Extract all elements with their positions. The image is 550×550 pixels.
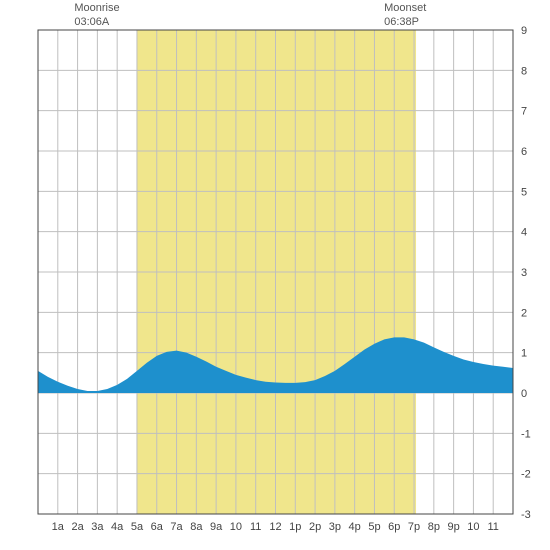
y-tick-label: 5: [521, 186, 527, 198]
y-tick-label: 2: [521, 307, 527, 319]
x-tick-label: 1a: [52, 521, 65, 533]
y-tick-label: 4: [521, 227, 527, 239]
x-tick-label: 1p: [289, 521, 301, 533]
moonset-annotation: Moonset 06:38P: [384, 2, 426, 30]
x-tick-label: 11: [487, 521, 498, 533]
x-tick-label: 10: [230, 521, 242, 533]
moonrise-annotation: Moonrise 03:06A: [74, 2, 119, 30]
x-tick-label: 7p: [408, 521, 420, 533]
y-tick-label: -1: [521, 428, 531, 440]
x-tick-label: 12: [269, 521, 281, 533]
moonrise-label: Moonrise: [74, 2, 119, 14]
x-tick-label: 6a: [151, 521, 164, 533]
moonset-time: 06:38P: [384, 16, 426, 30]
x-tick-label: 2p: [309, 521, 321, 533]
y-tick-label: 7: [521, 106, 527, 118]
x-tick-label: 9a: [210, 521, 223, 533]
x-tick-label: 4p: [349, 521, 361, 533]
x-tick-label: 9p: [448, 521, 460, 533]
x-tick-label: 10: [467, 521, 479, 533]
x-tick-label: 6p: [388, 521, 400, 533]
x-tick-label: 4a: [111, 521, 124, 533]
x-tick-label: 2a: [71, 521, 84, 533]
y-tick-label: -2: [521, 469, 531, 481]
x-tick-label: 8p: [428, 521, 440, 533]
x-tick-label: 7a: [170, 521, 183, 533]
x-tick-label: 3p: [329, 521, 341, 533]
moonrise-time: 03:06A: [74, 16, 119, 30]
y-tick-label: 0: [521, 388, 527, 400]
chart-svg: -3-2-101234567891a2a3a4a5a6a7a8a9a101112…: [0, 0, 550, 550]
tide-chart: Moonrise 03:06A Moonset 06:38P -3-2-1012…: [0, 0, 550, 550]
x-tick-label: 3a: [91, 521, 104, 533]
x-tick-label: 8a: [190, 521, 203, 533]
y-tick-label: 8: [521, 65, 527, 77]
x-tick-label: 5p: [368, 521, 380, 533]
y-tick-label: 1: [521, 348, 527, 360]
x-tick-label: 11: [250, 521, 261, 533]
y-tick-label: 9: [521, 25, 527, 37]
y-tick-label: 3: [521, 267, 527, 279]
y-tick-label: -3: [521, 509, 531, 521]
x-tick-label: 5a: [131, 521, 144, 533]
y-tick-label: 6: [521, 146, 527, 158]
moonset-label: Moonset: [384, 2, 426, 14]
